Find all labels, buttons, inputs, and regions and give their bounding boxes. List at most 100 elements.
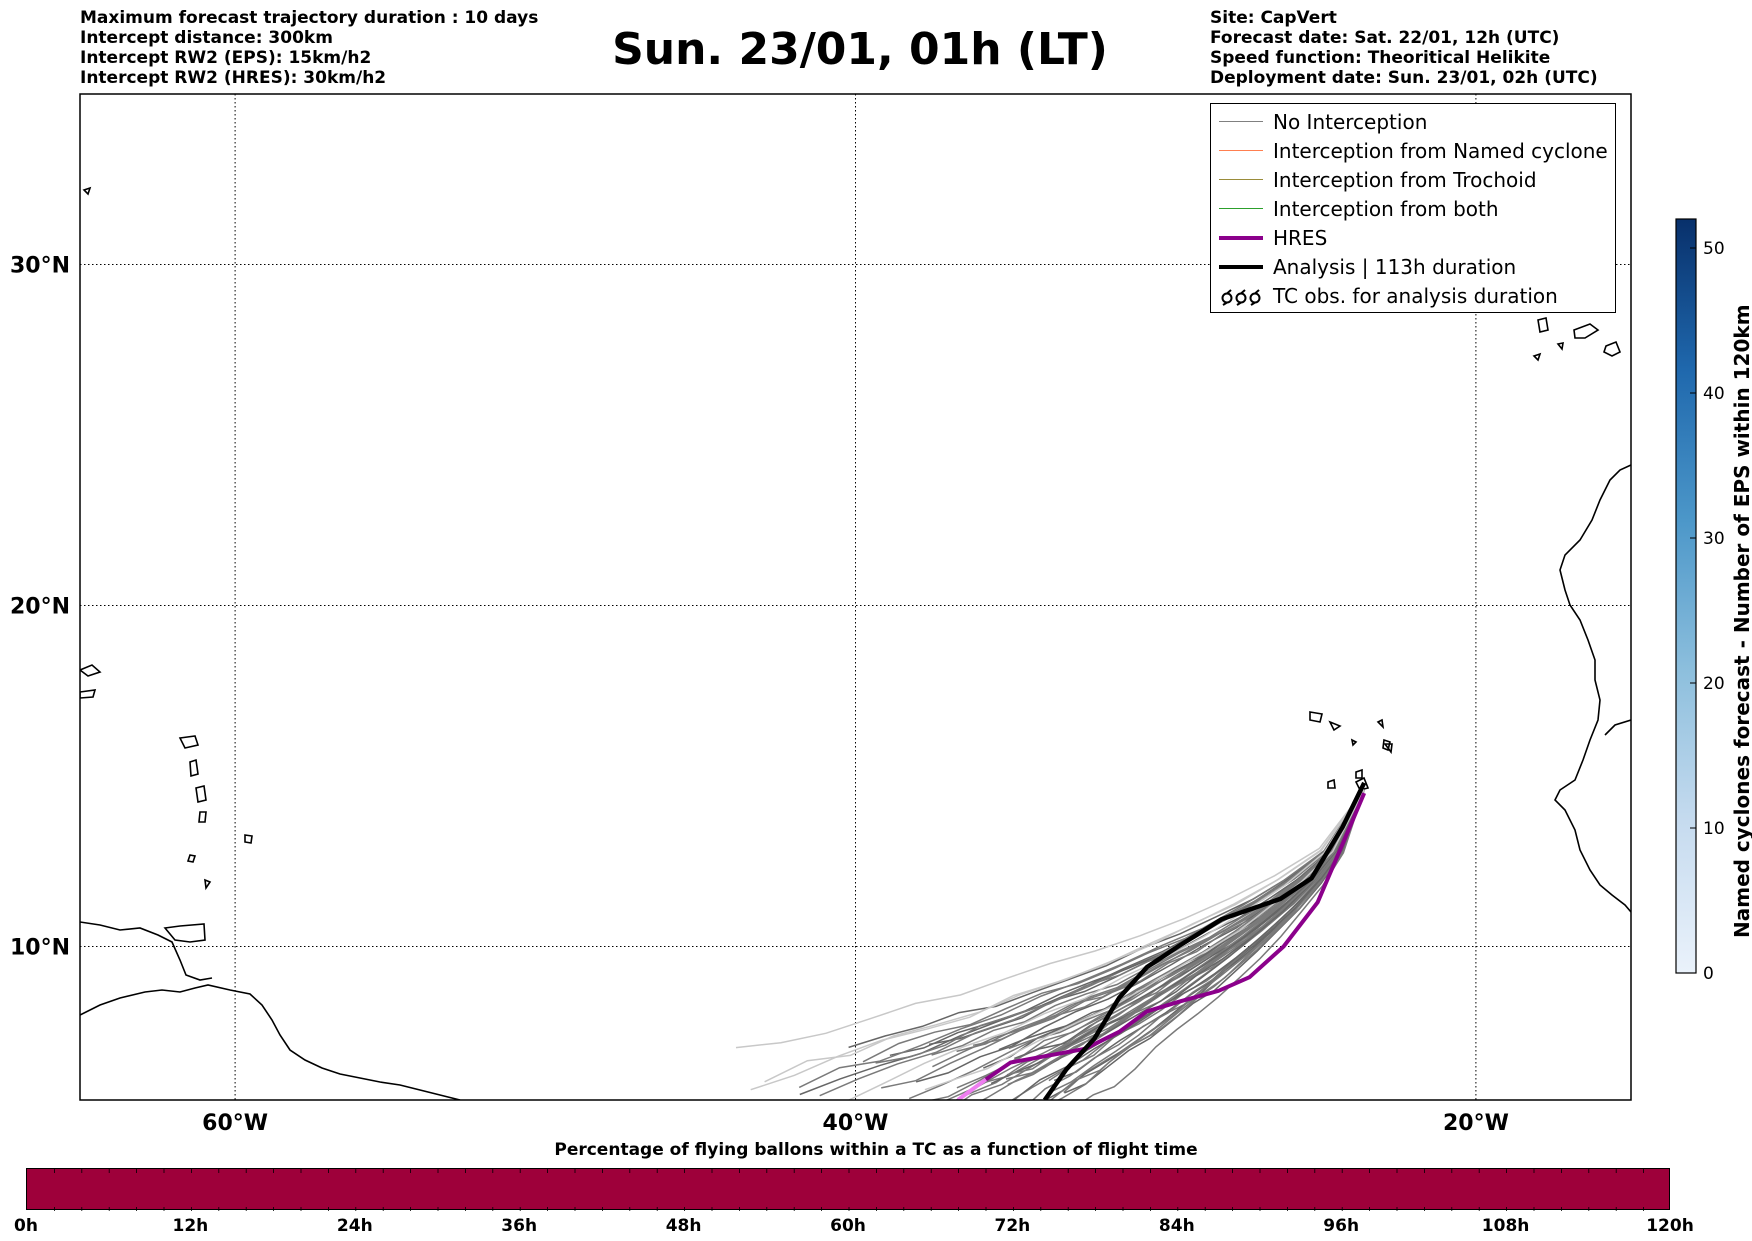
horizontal-colorbar-title: Percentage of flying ballons within a TC…	[554, 1140, 1198, 1160]
header-site: Site: CapVert	[1210, 8, 1337, 28]
header-max-duration: Maximum forecast trajectory duration : 1…	[80, 8, 539, 28]
island-cape-verde-3	[1382, 738, 1391, 752]
island-cape-verde-8	[1327, 778, 1336, 789]
header-intercept-eps: Intercept RW2 (EPS): 15km/h2	[80, 48, 372, 68]
ensemble-track	[1014, 789, 1365, 1060]
island-cape-verde-santiago	[1354, 776, 1370, 791]
island-trinidad	[163, 923, 206, 943]
legend-label: Interception from Named cyclone	[1273, 139, 1608, 163]
legend-item-named-cyclone: Interception from Named cyclone	[1211, 137, 1615, 166]
legend-label: No Interception	[1273, 110, 1428, 134]
ensemble-track	[819, 789, 1365, 1097]
lat-tick-label: 20°N	[10, 595, 70, 620]
coastline-africa-west-sahara	[1604, 719, 1631, 736]
legend-item-analysis: Analysis | 113h duration	[1211, 253, 1615, 282]
island-canary-3	[1603, 340, 1622, 357]
island-canary-2	[1573, 323, 1600, 339]
island-cape-verde-5	[1350, 738, 1358, 747]
tc-symbol-icon	[1221, 289, 1261, 306]
ensemble-track	[983, 789, 1365, 1069]
lat-tick-label: 10°N	[10, 936, 70, 961]
coastline-africa	[1554, 464, 1631, 913]
lon-tick-label: 20°W	[1443, 1111, 1509, 1136]
legend-label: Interception from Trochoid	[1273, 168, 1537, 192]
ensemble-track	[1065, 789, 1365, 1069]
island-cape-verde-4	[1383, 743, 1393, 755]
lon-tick-label: 60°W	[202, 1111, 268, 1136]
header-left: Maximum forecast trajectory duration : 1…	[80, 8, 538, 88]
island-canary-5	[1532, 352, 1542, 362]
header-intercept-hres: Intercept RW2 (HRES): 30km/h2	[80, 68, 387, 88]
ensemble-track	[1006, 789, 1365, 1076]
island-canary-4	[1556, 341, 1564, 351]
ensemble-track	[1056, 789, 1365, 1100]
colorbar-tick-label: 40	[1703, 384, 1725, 404]
ensemble-track	[735, 789, 1365, 1049]
hbar-tick-label: 12h	[172, 1216, 209, 1236]
lon-tick-label: 40°W	[823, 1111, 889, 1136]
legend-item-both: Interception from both	[1211, 195, 1615, 224]
island-cape-verde-1	[1309, 711, 1323, 723]
coastline-south-america	[80, 984, 461, 1100]
island-barbados	[244, 834, 253, 844]
island-guadeloupe	[178, 735, 200, 749]
page-title: Sun. 23/01, 01h (LT)	[612, 24, 1108, 75]
legend-swatch	[1219, 208, 1263, 209]
island-dominica	[189, 758, 199, 778]
hbar-tick-label: 96h	[1323, 1216, 1360, 1236]
ensemble-trajectories	[735, 789, 1365, 1100]
ensemble-track	[1063, 789, 1365, 1093]
legend-label: Analysis | 113h duration	[1273, 255, 1517, 279]
hbar-tick-label: 36h	[501, 1216, 538, 1236]
hbar-tick-label: 108h	[1481, 1216, 1530, 1236]
island-tobago	[204, 878, 212, 891]
legend-swatch	[1219, 150, 1263, 151]
coastlines	[80, 186, 1631, 1100]
hres-trajectory-tail	[956, 1077, 987, 1100]
map-frame	[79, 93, 1632, 1101]
hbar-tick-label: 48h	[665, 1216, 702, 1236]
header-deployment-date: Deployment date: Sun. 23/01, 02h (UTC)	[1210, 68, 1598, 88]
legend-swatch	[1219, 236, 1263, 240]
island-bermuda	[82, 186, 92, 196]
hbar-tick-label: 72h	[994, 1216, 1031, 1236]
ensemble-track	[1084, 789, 1365, 1100]
header-intercept-distance: Intercept distance: 300km	[80, 28, 333, 48]
legend: No Interception Interception from Named …	[1210, 103, 1616, 313]
island-cape-verde-2	[1328, 720, 1342, 732]
island-cape-verde-6	[1376, 718, 1385, 730]
legend-item-hres: HRES	[1211, 224, 1615, 253]
header-speed-function: Speed function: Theoritical Helikite	[1210, 48, 1551, 68]
legend-swatch	[1219, 121, 1263, 122]
hbar-tick-label: 84h	[1158, 1216, 1195, 1236]
ensemble-track	[798, 789, 1365, 1089]
hbar-tick-label: 120h	[1646, 1216, 1694, 1236]
vertical-colorbar-label: Named cyclones forecast - Number of EPS …	[1730, 304, 1752, 938]
hbar-tick-label: 24h	[336, 1216, 373, 1236]
legend-label: HRES	[1273, 226, 1328, 250]
legend-item-trochoid: Interception from Trochoid	[1211, 166, 1615, 195]
island-martinique	[195, 785, 207, 803]
axis-labels: 60°W 40°W 20°W 30°N 20°N 10°N	[10, 254, 1509, 1136]
horizontal-colorbar-minor-ticks	[53, 1169, 1644, 1211]
lat-tick-label: 30°N	[10, 254, 70, 279]
ensemble-track	[908, 789, 1365, 1100]
ensemble-track	[764, 789, 1365, 1083]
analysis-trajectory	[1042, 781, 1367, 1100]
legend-swatch	[1219, 265, 1263, 269]
hres-trajectory	[984, 792, 1367, 1082]
coastline-venezuela	[80, 921, 213, 981]
vertical-colorbar	[1675, 218, 1697, 974]
vertical-colorbar-ticks: 0 10 20 30 40 50	[1690, 239, 1725, 984]
horizontal-colorbar	[26, 1168, 1670, 1211]
colorbar-tick-label: 30	[1703, 529, 1725, 549]
legend-label: TC obs. for analysis duration	[1273, 284, 1558, 308]
colorbar-tick-label: 10	[1703, 819, 1725, 839]
island-cape-verde-7	[1355, 768, 1363, 779]
island-cuba	[80, 664, 102, 677]
header-right: Site: CapVert Forecast date: Sat. 22/01,…	[1210, 8, 1598, 88]
ensemble-track	[847, 789, 1365, 1100]
legend-label: Interception from both	[1273, 197, 1499, 221]
colorbar-tick-label: 20	[1703, 674, 1725, 694]
colorbar-tick-label: 50	[1703, 239, 1725, 259]
